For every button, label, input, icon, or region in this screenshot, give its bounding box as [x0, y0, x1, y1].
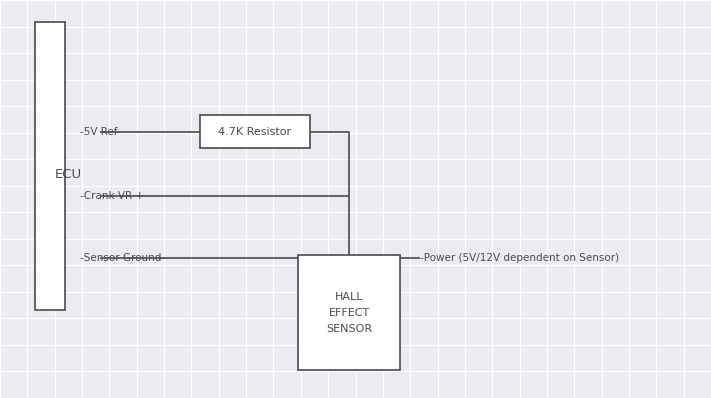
Text: -5V Ref-: -5V Ref-	[80, 127, 121, 137]
Text: ECU: ECU	[55, 168, 82, 181]
Bar	[35, 22, 65, 310]
Text: HALL
EFFECT
SENSOR: HALL EFFECT SENSOR	[326, 292, 372, 334]
Text: 4.7K Resistor: 4.7K Resistor	[218, 127, 292, 137]
Text: -Power (5V/12V dependent on Sensor): -Power (5V/12V dependent on Sensor)	[420, 253, 619, 263]
Text: -Sensor Ground-: -Sensor Ground-	[80, 253, 165, 263]
Bar	[200, 115, 310, 148]
Bar	[298, 255, 400, 370]
Text: -Crank VR +: -Crank VR +	[80, 191, 144, 201]
